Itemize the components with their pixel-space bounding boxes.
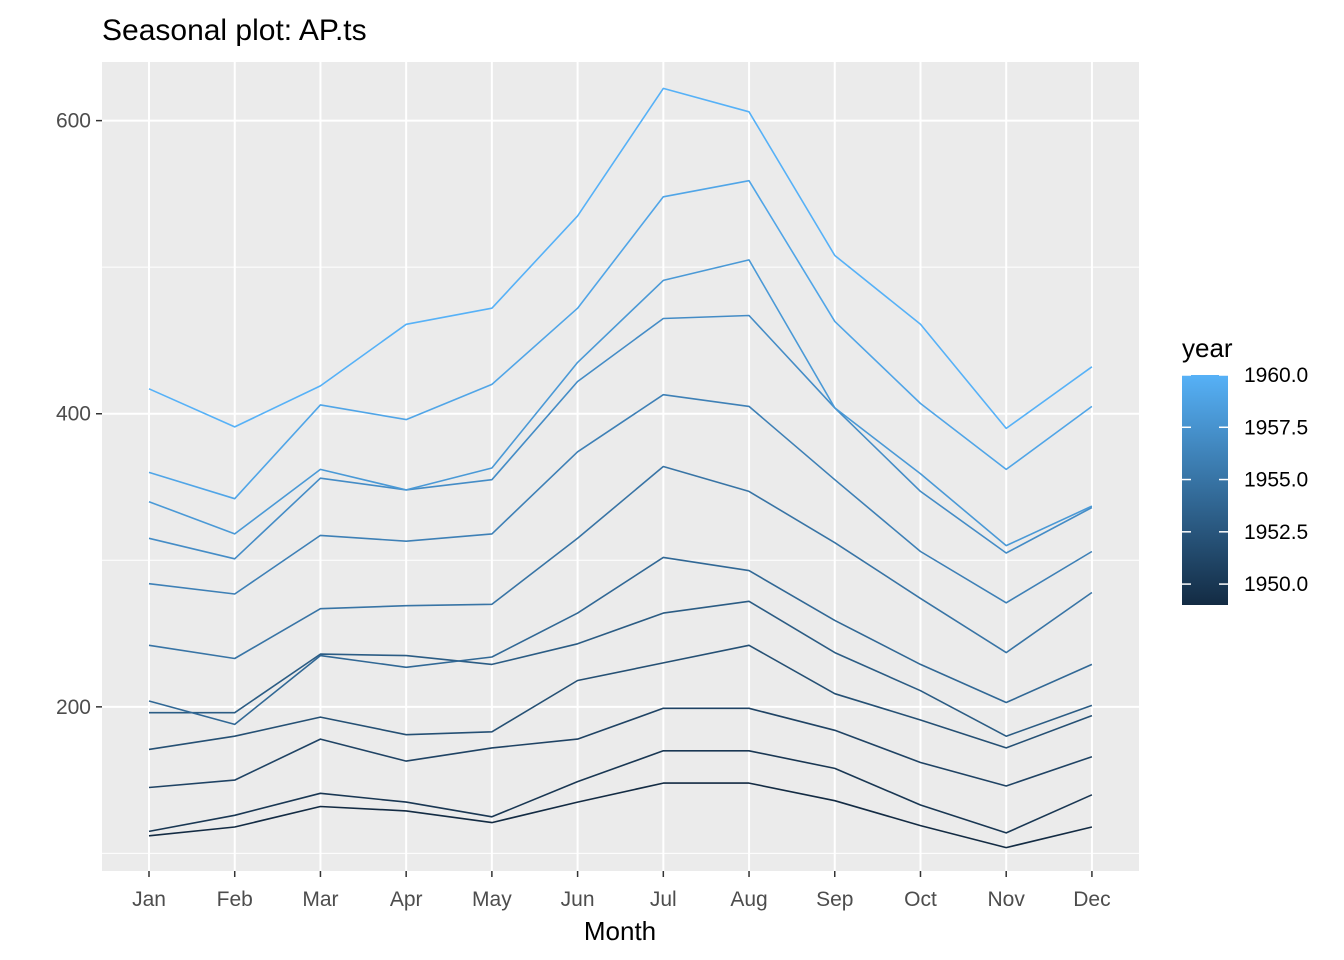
series-lines [148,87,1093,849]
series-line-1949 [148,782,1093,849]
legend-label: 1960.0 [1244,364,1308,387]
series-line-1959 [148,179,1093,500]
x-tick-label: Nov [988,888,1026,911]
plot-panel [102,62,1139,871]
x-tick-label: Apr [390,888,423,911]
legend-label: 1950.0 [1244,573,1308,596]
series-line-1951 [148,707,1093,789]
x-axis-title: Month [584,916,656,946]
series-line-1952 [148,644,1093,751]
x-tick-label: Sep [816,888,853,911]
y-tick-label: 400 [56,403,91,426]
x-tick-label: Aug [730,888,767,911]
legend-label: 1955.0 [1244,469,1308,492]
y-tick-label: 600 [56,110,91,133]
legend-label: 1952.5 [1244,521,1308,544]
legend-label: 1957.5 [1244,416,1308,439]
series-line-1957 [148,314,1093,560]
x-tick-label: Jan [132,888,166,911]
series-line-1950 [148,749,1093,834]
x-axis: Jan Feb Mar Apr May Jun Jul Aug Sep Oct Nov Dec [132,871,1111,911]
series-line-1953 [149,600,1093,738]
x-tick-label: Mar [302,888,338,911]
x-tick-label: Feb [217,888,253,911]
legend: year 1960.0 1957.5 1955.0 1952.5 1950.0 [1182,333,1308,605]
chart-title: Seasonal plot: AP.ts [102,14,367,47]
y-tick-label: 200 [56,696,91,719]
legend-title: year [1182,333,1233,363]
series-line-1960 [148,87,1093,430]
legend-colorbar [1182,375,1228,605]
x-tick-label: Oct [904,888,937,911]
series-line-1956 [148,393,1093,604]
legend-ticks: 1960.0 1957.5 1955.0 1952.5 1950.0 [1182,364,1308,596]
series-line-1954 [148,556,1093,726]
y-axis: 200 400 600 [56,110,102,719]
series-line-1955 [148,465,1093,660]
x-tick-label: Jul [650,888,677,911]
x-tick-label: Dec [1073,888,1110,911]
x-tick-label: Jun [561,888,595,911]
series-line-1958 [148,259,1093,547]
x-tick-label: May [472,888,512,911]
